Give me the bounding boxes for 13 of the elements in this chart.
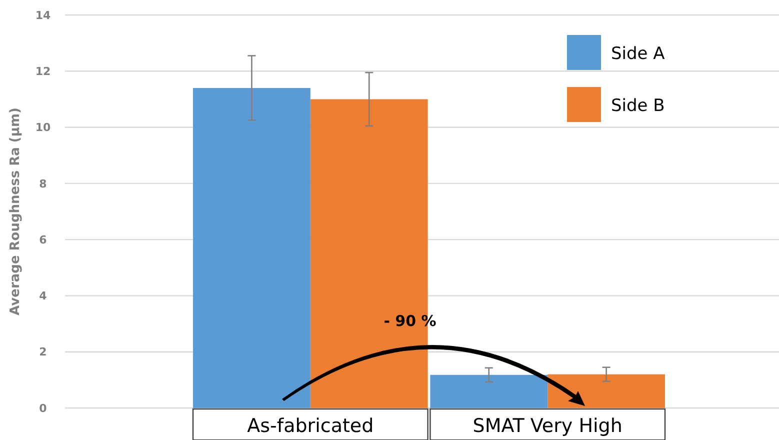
y-tick-label: 8 (39, 177, 47, 190)
y-tick-label: 10 (35, 121, 51, 134)
x-tick-label: SMAT Very High (472, 415, 622, 437)
y-axis-title: Average Roughness Ra (µm) (8, 108, 23, 316)
y-tick-label: 4 (39, 290, 48, 303)
y-tick-label: 2 (39, 346, 47, 359)
y-tick-label: 0 (39, 402, 48, 415)
y-tick-label: 12 (35, 64, 51, 78)
legend-label: Side A (611, 44, 666, 64)
legend-label: Side B (611, 96, 665, 116)
x-tick-label: As-fabricated (247, 415, 374, 437)
y-tick-label: 14 (35, 8, 51, 22)
y-tick-label: 6 (39, 233, 48, 246)
